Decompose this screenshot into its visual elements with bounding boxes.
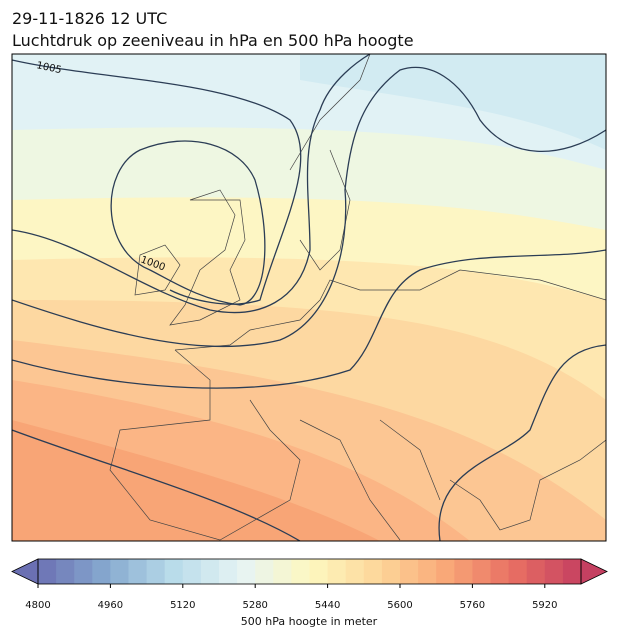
colorbar-band xyxy=(327,559,347,584)
colorbar-frame xyxy=(37,558,582,585)
colorbar-extend-low xyxy=(11,558,39,585)
colorbar-tick-label: 5760 xyxy=(460,600,485,611)
colorbar-tick-label: 5120 xyxy=(170,600,195,611)
map-frame xyxy=(11,53,607,542)
date-title: 29-11-1826 12 UTC xyxy=(12,9,167,28)
colorbar-band xyxy=(381,559,401,584)
map xyxy=(12,54,606,541)
colorbar-band xyxy=(164,559,184,584)
isobars xyxy=(12,54,606,541)
colorbar-band xyxy=(291,559,310,584)
colorbar-band xyxy=(400,559,419,584)
colorbar-band xyxy=(200,559,220,584)
contour-label: 1005 xyxy=(35,60,62,76)
colorbar-band xyxy=(418,559,437,584)
coastlines xyxy=(109,54,606,541)
colorbar-band xyxy=(454,559,473,584)
colorbar-band xyxy=(309,559,329,584)
colorbar-band xyxy=(56,559,75,584)
colorbar-extend-high xyxy=(580,558,608,585)
colorbar-tick-label: 5440 xyxy=(315,600,340,611)
colorbar-band xyxy=(219,559,238,584)
colorbar-band xyxy=(363,559,383,584)
colorbar-tick-label: 5600 xyxy=(387,600,412,611)
colorbar-band xyxy=(508,559,528,584)
colorbar-band xyxy=(38,559,57,584)
colorbar-band xyxy=(273,559,292,584)
colorbar-tick-label: 4960 xyxy=(98,600,123,611)
colorbar-band xyxy=(110,559,129,584)
colorbar-band xyxy=(92,559,111,584)
colorbar-band xyxy=(255,559,274,584)
colorbar-label: 500 hPa hoogte in meter xyxy=(241,615,378,628)
colorbar-band xyxy=(490,559,510,584)
colorbar-band xyxy=(74,559,93,584)
colorbar-band xyxy=(146,559,166,584)
colorbar-band xyxy=(182,559,202,584)
colorbar-band xyxy=(237,559,256,584)
colorbar-tick-label: 5280 xyxy=(242,600,267,611)
colorbar-band xyxy=(472,559,491,584)
colorbar-band xyxy=(345,559,365,584)
colorbar-band xyxy=(526,559,546,584)
map-title: Luchtdruk op zeeniveau in hPa en 500 hPa… xyxy=(12,31,414,50)
colorbar-band xyxy=(436,559,455,584)
colorbar-tick-label: 4800 xyxy=(25,600,50,611)
colorbar: 4800 4960 5120 5280 5440 5600 5760 5920 xyxy=(11,558,608,611)
colorbar-band xyxy=(544,559,564,584)
colorbar-tick-label: 5920 xyxy=(532,600,557,611)
colorbar-band xyxy=(562,559,582,584)
colorbar-band xyxy=(128,559,148,584)
